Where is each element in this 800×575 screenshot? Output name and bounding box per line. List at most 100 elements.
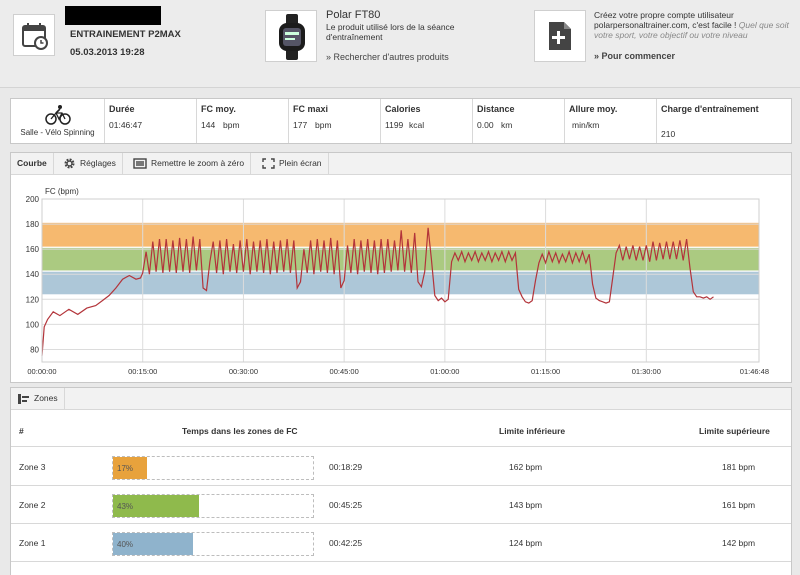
- x-tick-label: 00:45:00: [330, 367, 359, 376]
- add-document-box: [534, 10, 586, 62]
- zone-bar-track: 17%: [112, 456, 314, 480]
- signup-promo-text: Créez votre propre compte utilisateur po…: [594, 10, 737, 30]
- zones-table-header: # Temps dans les zones de FC Limite infé…: [11, 411, 791, 447]
- stat-distance-label: Distance: [477, 104, 515, 114]
- stat-distance: Distance 0.00 km: [472, 99, 564, 143]
- reset-zoom-button[interactable]: Remettre le zoom à zéro: [127, 153, 252, 174]
- stat-hr-avg: FC moy. 144 bpm: [196, 99, 288, 143]
- heart-rate-line: [41, 227, 714, 356]
- stat-training-load: Charge d'entraînement 210: [656, 99, 791, 143]
- stat-load-value: 210: [661, 129, 676, 139]
- x-tick-label: 00:30:00: [229, 367, 258, 376]
- col-header-time: Temps dans les zones de FC: [182, 426, 298, 436]
- x-tick-label: 00:15:00: [128, 367, 157, 376]
- settings-label: Réglages: [80, 158, 116, 168]
- fullscreen-icon: [262, 158, 275, 169]
- get-started-link[interactable]: » Pour commencer: [594, 51, 676, 61]
- zone-time: 00:18:29: [329, 462, 363, 472]
- zones-toolbar: Zones: [11, 388, 791, 410]
- product-image-box: [265, 10, 317, 62]
- product-name: Polar FT80: [326, 9, 381, 21]
- stat-calories: Calories 1199 kcal: [380, 99, 472, 143]
- table-row: Zone 3 17% 00:18:29 162 bpm 181 bpm: [11, 448, 791, 486]
- stat-calories-label: Calories: [385, 104, 421, 114]
- hr-zone-band-1: [42, 271, 759, 295]
- chart-toolbar: Courbe Réglages Remettre le zoom à zéro …: [11, 153, 791, 175]
- zones-tab-label: Zones: [34, 393, 58, 403]
- y-axis-label: FC (bpm): [45, 187, 79, 196]
- zone-upper-limit: 181 bpm: [722, 462, 756, 472]
- stat-distance-unit: km: [501, 120, 513, 130]
- zone-name: Zone 3: [19, 462, 46, 472]
- watch-icon: [279, 14, 305, 60]
- zoom-reset-icon: [133, 158, 147, 169]
- session-stats: Salle - Vélo Spinning Durée 01:46:47 FC …: [10, 98, 792, 144]
- zone-bar-track: 40%: [112, 532, 314, 556]
- add-document-icon: [549, 22, 571, 50]
- tab-curve[interactable]: Courbe: [11, 153, 54, 174]
- heart-rate-chart-panel: Courbe Réglages Remettre le zoom à zéro …: [10, 152, 792, 383]
- stat-pace-unit: min/km: [572, 120, 600, 130]
- reset-zoom-label: Remettre le zoom à zéro: [151, 158, 245, 168]
- zone-bar-fill: [113, 533, 193, 555]
- zones-panel: Zones # Temps dans les zones de FC Limit…: [10, 387, 792, 575]
- find-products-link[interactable]: » Rechercher d'autres produits: [326, 52, 449, 62]
- zone-lower-limit: 124 bpm: [509, 538, 543, 548]
- stat-duration-value: 01:46:47: [109, 120, 143, 130]
- col-header-upper: Limite supérieure: [699, 426, 770, 436]
- zone-lower-limit: 143 bpm: [509, 500, 543, 510]
- stat-calories-unit: kcal: [409, 120, 425, 130]
- signup-promo: Créez votre propre compte utilisateur po…: [594, 10, 794, 40]
- settings-button[interactable]: Réglages: [57, 153, 123, 174]
- x-tick-label: 00:00:00: [27, 367, 56, 376]
- zone-bar-fill: [113, 495, 199, 517]
- stat-hr-max-label: FC maxi: [293, 104, 329, 114]
- session-header: ENTRAINEMENT P2MAX 05.03.2013 19:28 Pola…: [0, 0, 800, 88]
- sport-cell: Salle - Vélo Spinning: [11, 99, 104, 143]
- zone-percent: 17%: [117, 464, 134, 473]
- calendar-box: [13, 14, 55, 56]
- stat-calories-value: 1199: [385, 120, 404, 130]
- y-tick-label: 120: [26, 295, 40, 304]
- stat-hr-max: FC maxi 177 bpm: [288, 99, 380, 143]
- stat-pace: Allure moy. min/km: [564, 99, 656, 143]
- stat-duration: Durée 01:46:47: [104, 99, 196, 143]
- fullscreen-label: Plein écran: [279, 158, 322, 168]
- sport-name: Salle - Vélo Spinning: [20, 128, 95, 137]
- stat-hr-avg-value: 144: [201, 120, 216, 130]
- stat-load-label: Charge d'entraînement: [661, 104, 759, 114]
- zone-percent: 40%: [117, 540, 134, 549]
- x-tick-label: 01:46:48: [740, 367, 769, 376]
- heart-rate-chart[interactable]: FC (bpm) 80 100 120 140 160 180 200 00:00:00 00…: [11, 176, 791, 382]
- session-date: 05.03.2013 19:28: [70, 47, 145, 58]
- zone-bar-track: 43%: [112, 494, 314, 518]
- y-tick-label: 100: [26, 320, 40, 329]
- stat-hr-avg-label: FC moy.: [201, 104, 236, 114]
- table-row: Zone 1 40% 00:42:25 124 bpm 142 bpm: [11, 524, 791, 562]
- stat-hr-avg-unit: bpm: [223, 120, 240, 130]
- x-tick-label: 01:15:00: [531, 367, 560, 376]
- fullscreen-button[interactable]: Plein écran: [256, 153, 329, 174]
- table-row: Zone 2 43% 00:45:25 143 bpm 161 bpm: [11, 486, 791, 524]
- plot-area: [41, 198, 760, 363]
- y-tick-label: 140: [26, 270, 40, 279]
- x-tick-label: 01:30:00: [632, 367, 661, 376]
- cyclist-icon: [45, 105, 71, 125]
- tab-zones[interactable]: Zones: [11, 388, 65, 409]
- zone-bar-fill: [113, 457, 147, 479]
- y-tick-label: 160: [26, 245, 40, 254]
- zone-lower-limit: 162 bpm: [509, 462, 543, 472]
- y-tick-label: 80: [30, 345, 39, 354]
- product-description: Le produit utilisé lors de la séance d'e…: [326, 22, 455, 42]
- signup-promo-italic: Quel que soit votre sport, votre objecti…: [594, 20, 789, 40]
- calendar-icon: [22, 23, 48, 50]
- redacted-username: [65, 6, 161, 25]
- stat-duration-label: Durée: [109, 104, 135, 114]
- session-title: ENTRAINEMENT P2MAX: [70, 29, 181, 40]
- zone-upper-limit: 161 bpm: [722, 500, 756, 510]
- stat-hr-max-unit: bpm: [315, 120, 332, 130]
- stat-pace-label: Allure moy.: [569, 104, 618, 114]
- col-header-number: #: [19, 426, 24, 436]
- stat-hr-max-value: 177: [293, 120, 308, 130]
- zone-name: Zone 2: [19, 500, 46, 510]
